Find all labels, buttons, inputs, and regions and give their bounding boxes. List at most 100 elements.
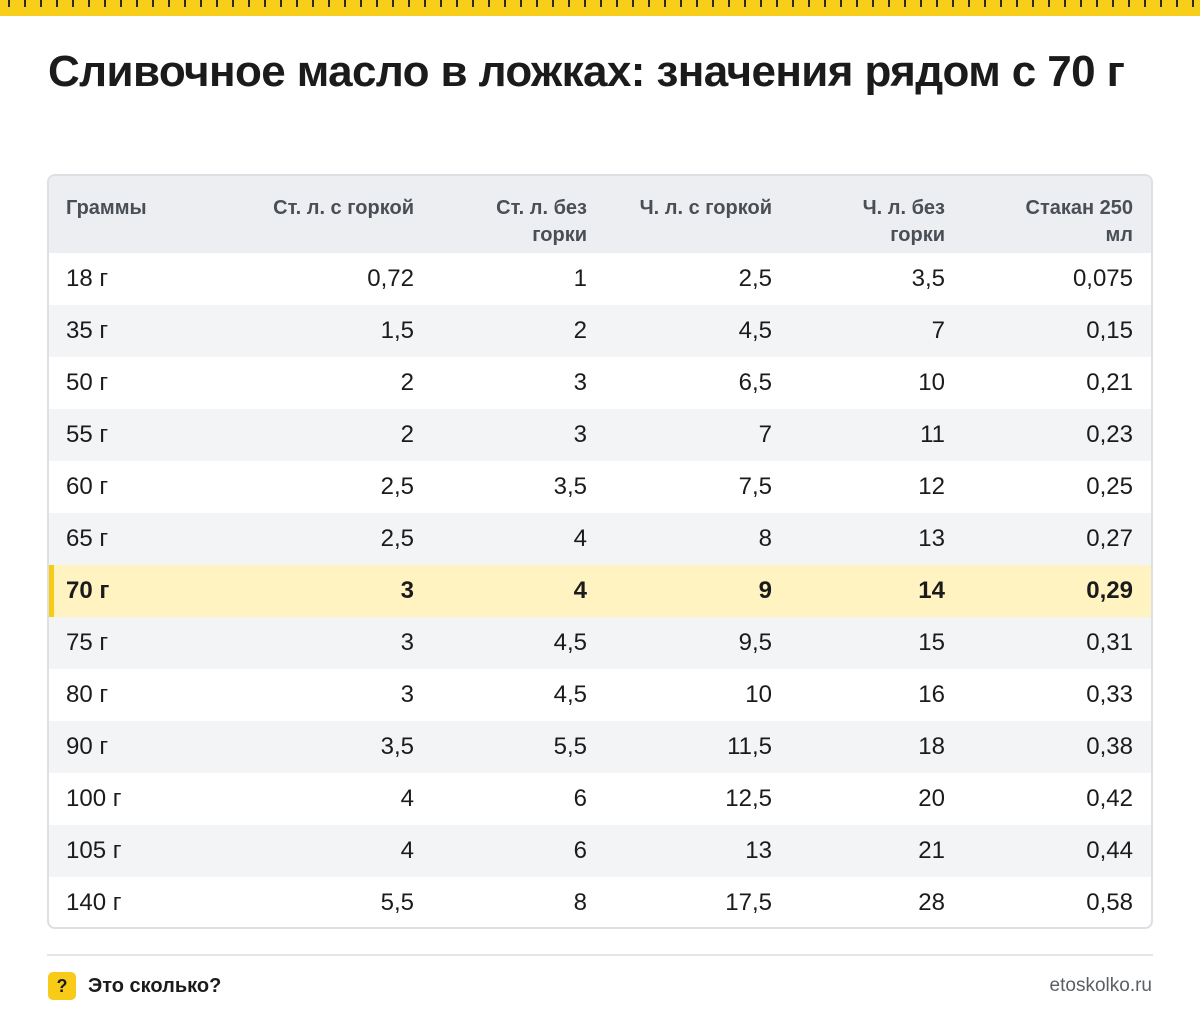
ruler-decoration — [0, 0, 1200, 16]
cell-tbsp-level: 3 — [573, 421, 587, 448]
question-logo-icon: ? — [48, 972, 76, 1000]
table-row: 35 г 1,5 2 4,5 7 0,15 — [49, 305, 1151, 357]
cell-tbsp-heaped: 0,72 — [367, 265, 414, 292]
cell-glass: 0,27 — [1086, 525, 1133, 552]
cell-tsp-level: 14 — [918, 577, 945, 604]
cell-grams: 75 г — [66, 629, 109, 656]
cell-tsp-level: 10 — [918, 369, 945, 396]
cell-tbsp-level: 6 — [573, 837, 587, 864]
cell-tsp-heaped: 6,5 — [738, 369, 772, 396]
cell-grams: 60 г — [66, 473, 109, 500]
cell-glass: 0,25 — [1086, 473, 1133, 500]
cell-tbsp-level: 4,5 — [553, 629, 587, 656]
cell-tsp-heaped: 9 — [758, 577, 772, 604]
cell-tsp-level: 21 — [918, 837, 945, 864]
cell-tsp-heaped: 10 — [745, 681, 772, 708]
cell-glass: 0,21 — [1086, 369, 1133, 396]
cell-tsp-level: 20 — [918, 785, 945, 812]
cell-tsp-heaped: 11,5 — [727, 733, 772, 760]
cell-tsp-level: 11 — [920, 421, 945, 448]
cell-tsp-level: 18 — [918, 733, 945, 760]
cell-tsp-heaped: 4,5 — [738, 317, 772, 344]
highlight-marker — [49, 565, 54, 617]
cell-grams: 50 г — [66, 369, 109, 396]
cell-grams: 80 г — [66, 681, 109, 708]
cell-tbsp-heaped: 2 — [400, 421, 414, 448]
cell-grams: 65 г — [66, 525, 109, 552]
table-row: 18 г 0,72 1 2,5 3,5 0,075 — [49, 253, 1151, 305]
footer-divider — [47, 954, 1153, 956]
table-row: 60 г 2,5 3,5 7,5 12 0,25 — [49, 461, 1151, 513]
header-grams: Граммы — [66, 197, 147, 219]
table-row: 100 г 4 6 12,5 20 0,42 — [49, 773, 1151, 825]
cell-glass: 0,075 — [1072, 265, 1133, 292]
cell-tbsp-level: 4 — [573, 577, 587, 604]
cell-tbsp-heaped: 2,5 — [380, 473, 414, 500]
header-glass: Стакан 250 мл — [1025, 197, 1134, 246]
cell-grams: 100 г — [66, 785, 122, 812]
cell-tbsp-level: 6 — [573, 785, 587, 812]
cell-tsp-heaped: 9,5 — [738, 629, 772, 656]
table-row: 50 г 2 3 6,5 10 0,21 — [49, 357, 1151, 409]
cell-glass: 0,15 — [1086, 317, 1133, 344]
cell-tbsp-heaped: 4 — [400, 785, 414, 812]
header-tbsp-level: Ст. л. без горки — [496, 197, 587, 246]
brand-name: Это сколько? — [88, 974, 222, 997]
cell-tsp-level: 3,5 — [911, 265, 945, 292]
page-title: Сливочное масло в ложках: значения рядом… — [48, 47, 1125, 96]
cell-tbsp-level: 4,5 — [553, 681, 587, 708]
table-row: 65 г 2,5 4 8 13 0,27 — [49, 513, 1151, 565]
cell-tbsp-heaped: 3 — [400, 629, 414, 656]
cell-grams: 18 г — [66, 265, 109, 292]
cell-tsp-level: 16 — [918, 681, 945, 708]
table-row: 140 г 5,5 8 17,5 28 0,58 — [49, 877, 1151, 927]
header-tbsp-heaped: Ст. л. с горкой — [273, 197, 414, 219]
cell-tbsp-level: 5,5 — [553, 733, 587, 760]
header-tsp-level: Ч. л. без горки — [862, 197, 945, 246]
cell-glass: 0,23 — [1086, 421, 1133, 448]
conversion-table: Граммы Ст. л. с горкой Ст. л. без горки … — [47, 174, 1153, 929]
cell-grams: 105 г — [66, 837, 122, 864]
cell-tbsp-level: 2 — [573, 317, 587, 344]
cell-glass: 0,38 — [1086, 733, 1133, 760]
cell-tsp-heaped: 12,5 — [725, 785, 772, 812]
table-row: 75 г 3 4,5 9,5 15 0,31 — [49, 617, 1151, 669]
cell-tbsp-heaped: 5,5 — [380, 889, 414, 916]
table-row: 55 г 2 3 7 11 0,23 — [49, 409, 1151, 461]
cell-tsp-level: 12 — [918, 473, 945, 500]
cell-tsp-heaped: 7 — [758, 421, 772, 448]
site-url: etoskolko.ru — [1049, 975, 1152, 996]
cell-tbsp-level: 3 — [573, 369, 587, 396]
cell-tsp-heaped: 2,5 — [738, 265, 772, 292]
cell-glass: 0,29 — [1086, 577, 1133, 604]
cell-glass: 0,58 — [1086, 889, 1133, 916]
cell-grams: 55 г — [66, 421, 109, 448]
cell-tbsp-level: 8 — [573, 889, 587, 916]
cell-grams: 70 г — [66, 577, 110, 604]
cell-tbsp-heaped: 3 — [400, 681, 414, 708]
cell-tsp-heaped: 13 — [745, 837, 772, 864]
cell-tbsp-level: 4 — [573, 525, 587, 552]
cell-tbsp-heaped: 3 — [400, 577, 414, 604]
cell-grams: 140 г — [66, 889, 122, 916]
cell-grams: 35 г — [66, 317, 109, 344]
cell-tsp-level: 15 — [918, 629, 945, 656]
cell-tbsp-heaped: 2 — [400, 369, 414, 396]
cell-tsp-heaped: 8 — [758, 525, 772, 552]
table-row: 105 г 4 6 13 21 0,44 — [49, 825, 1151, 877]
cell-tbsp-heaped: 3,5 — [380, 733, 414, 760]
cell-tbsp-heaped: 1,5 — [380, 317, 414, 344]
cell-glass: 0,33 — [1086, 681, 1133, 708]
table-header: Граммы Ст. л. с горкой Ст. л. без горки … — [49, 176, 1151, 253]
table-body: 18 г 0,72 1 2,5 3,5 0,075 35 г 1,5 2 4,5 7 0,15 50 г… — [49, 253, 1151, 927]
cell-tsp-level: 7 — [931, 317, 945, 344]
footer-brand: ? Это сколько? — [48, 972, 221, 1000]
cell-glass: 0,31 — [1086, 629, 1133, 656]
cell-tsp-heaped: 17,5 — [725, 889, 772, 916]
cell-tbsp-heaped: 2,5 — [380, 525, 414, 552]
cell-tbsp-heaped: 4 — [400, 837, 414, 864]
table-row: 80 г 3 4,5 10 16 0,33 — [49, 669, 1151, 721]
cell-grams: 90 г — [66, 733, 109, 760]
cell-tbsp-level: 3,5 — [553, 473, 587, 500]
cell-tsp-level: 13 — [918, 525, 945, 552]
